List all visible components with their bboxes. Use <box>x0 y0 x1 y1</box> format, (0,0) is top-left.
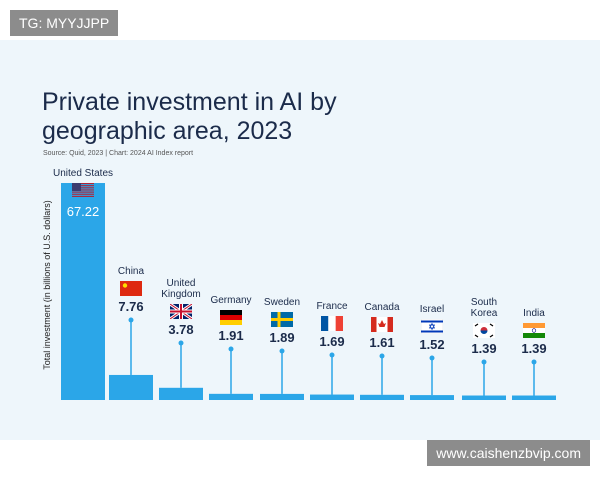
bar <box>260 393 304 400</box>
category-label: United States <box>52 168 114 179</box>
value-label: 7.76 <box>118 299 144 314</box>
flag-part <box>335 316 343 331</box>
connector-dot <box>379 353 385 359</box>
bar <box>109 374 153 400</box>
flag <box>371 317 393 332</box>
flag <box>321 316 343 331</box>
flag-part <box>72 185 94 187</box>
flag-part <box>220 315 242 320</box>
flag <box>473 323 495 338</box>
flag-part <box>523 333 545 338</box>
flag-part <box>170 304 192 319</box>
flag-part <box>72 193 94 195</box>
connector-dot <box>279 348 285 354</box>
flag <box>72 183 94 197</box>
bar-label-group: Canada 1.61 <box>356 302 408 350</box>
flag-part <box>72 195 94 197</box>
flag-part <box>72 183 94 185</box>
value-label: 1.61 <box>369 335 395 350</box>
flag-part <box>480 327 488 331</box>
category-label: India <box>523 308 545 319</box>
bar-label-group: South Korea 1.39 <box>458 297 510 356</box>
flag-part <box>421 330 443 333</box>
flag-part <box>428 322 436 331</box>
flag <box>523 323 545 338</box>
flag-part <box>72 187 94 189</box>
flag-part <box>220 320 242 325</box>
flag-part <box>72 183 81 191</box>
bar-label-group: United States 67.22 <box>43 168 123 219</box>
bar <box>61 183 105 400</box>
flag <box>220 310 242 325</box>
category-label: United Kingdom <box>161 278 201 300</box>
category-label: China <box>117 266 145 277</box>
flag-part <box>523 328 545 333</box>
connector-dot <box>531 359 537 365</box>
flag-part <box>523 323 545 328</box>
category-label: Israel <box>419 304 445 315</box>
flag-part <box>421 319 443 334</box>
value-label: 1.39 <box>521 341 547 356</box>
flag <box>170 304 192 319</box>
flag-part <box>328 316 336 331</box>
value-label: 3.78 <box>168 322 194 337</box>
flag-part <box>122 283 128 288</box>
connector-dot <box>178 340 184 346</box>
bar <box>512 395 556 400</box>
watermark: TG: MYYJJPP <box>10 10 119 36</box>
value-label: 1.52 <box>419 337 445 352</box>
category-label: Sweden <box>263 297 301 308</box>
source: Source: Quid, 2023 | Chart: 2024 AI Inde… <box>43 150 194 157</box>
flag-part <box>72 189 94 191</box>
flag-part <box>531 328 537 333</box>
bar <box>310 394 354 400</box>
value-label: 67.22 <box>66 204 100 219</box>
bar <box>410 395 454 400</box>
flag-part <box>371 317 377 332</box>
connector-dot <box>329 352 335 358</box>
connector-dot <box>429 355 435 361</box>
flag <box>421 319 443 334</box>
value-label: 1.69 <box>319 334 345 349</box>
bar-label-group: Sweden 1.89 <box>256 297 308 345</box>
bar <box>462 395 506 400</box>
bar <box>159 387 203 400</box>
flag-part <box>474 323 494 338</box>
bar-label-group: Israel 1.52 <box>406 304 458 352</box>
value-label: 1.91 <box>218 328 244 343</box>
flag <box>271 312 293 327</box>
bar-label-group: United Kingdom 3.78 <box>155 278 207 337</box>
bar-label-group: France 1.69 <box>306 301 358 349</box>
connector-dot <box>481 359 487 365</box>
flag-part <box>271 312 293 327</box>
value-label: 1.39 <box>471 341 497 356</box>
value-label: 1.89 <box>269 330 295 345</box>
connector-dot <box>228 346 234 352</box>
flag-part <box>421 320 443 323</box>
flag <box>120 281 142 296</box>
bar <box>209 393 253 400</box>
bar-label-group: India 1.39 <box>508 308 560 356</box>
flag-part <box>220 310 242 315</box>
category-label: Germany <box>210 295 252 306</box>
category-label: South Korea <box>470 297 498 319</box>
flag-part <box>387 317 393 332</box>
category-label: Canada <box>364 302 400 313</box>
bar <box>360 394 404 400</box>
flag-part <box>321 316 329 331</box>
connector-dot <box>128 317 134 323</box>
flag-part <box>480 330 488 334</box>
chart-title: Private investment in AI by geographic a… <box>42 88 337 145</box>
flag-part <box>378 320 386 327</box>
flag-part <box>72 191 94 193</box>
category-label: France <box>316 301 348 312</box>
bar-label-group: Germany 1.91 <box>205 295 257 343</box>
bar-label-group: China 7.76 <box>105 266 157 314</box>
watermark: www.caishenzbvip.com <box>427 440 590 466</box>
flag-part <box>120 281 142 296</box>
